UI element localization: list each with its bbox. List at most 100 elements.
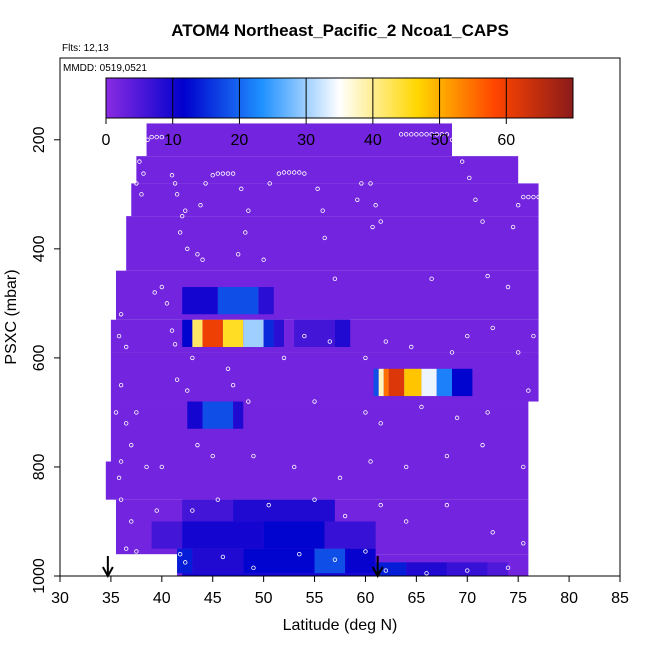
sample-point xyxy=(169,328,175,333)
sample-point xyxy=(312,497,317,502)
heatmap-cell xyxy=(334,319,351,347)
sample-point xyxy=(521,541,526,546)
sample-point xyxy=(116,475,122,481)
domain-cell xyxy=(116,270,539,320)
x-tick-label: 65 xyxy=(407,590,425,607)
colorbar-tick-label: 0 xyxy=(102,132,111,149)
sample-point xyxy=(485,410,490,415)
sample-point xyxy=(439,132,445,137)
sample-point xyxy=(429,276,434,282)
sample-point xyxy=(113,410,119,415)
sample-point xyxy=(137,159,142,164)
sample-point xyxy=(582,213,587,219)
sample-point xyxy=(239,186,244,192)
sample-point xyxy=(183,208,188,213)
sample-point xyxy=(480,219,485,224)
x-tick-label: 30 xyxy=(51,590,69,607)
domain-cell xyxy=(136,156,519,184)
sample-point xyxy=(145,137,150,142)
sample-point xyxy=(414,132,419,137)
sample-point xyxy=(378,421,383,426)
sample-point xyxy=(230,171,236,176)
sample-point xyxy=(373,203,378,208)
domain-cell xyxy=(110,352,539,402)
x-tick-label: 70 xyxy=(458,590,476,607)
sample-point xyxy=(315,186,320,192)
sample-point xyxy=(172,342,178,347)
sample-point xyxy=(183,560,188,565)
heatmap-cell xyxy=(233,401,244,429)
sample-point xyxy=(179,213,185,219)
sample-point xyxy=(473,197,478,202)
sample-point xyxy=(465,333,470,339)
sample-point xyxy=(332,557,338,562)
sample-point xyxy=(129,442,134,448)
heatmap-cell xyxy=(151,521,183,549)
heatmap-cell xyxy=(452,368,473,397)
sample-point xyxy=(251,565,256,571)
heatmap-cell xyxy=(324,521,376,549)
sample-point xyxy=(359,181,364,186)
heatmap-cell xyxy=(263,521,325,549)
sample-point xyxy=(159,134,165,140)
heatmap-cell xyxy=(375,562,407,576)
sample-point xyxy=(454,415,460,421)
sample-points xyxy=(113,132,587,576)
sample-point xyxy=(434,132,439,137)
y-tick-label: 1000 xyxy=(31,558,48,594)
heatmap-cell xyxy=(233,499,335,522)
sample-point xyxy=(261,257,266,262)
sample-point xyxy=(225,171,231,176)
sample-point xyxy=(424,132,429,137)
domain-cell xyxy=(105,461,529,500)
colorbar-ticks: 0 10 20 30 40 50 60 xyxy=(102,78,515,149)
sample-point xyxy=(215,497,221,502)
sample-point xyxy=(152,290,157,295)
sample-point xyxy=(363,549,368,554)
sample-point xyxy=(172,181,178,186)
sample-point xyxy=(169,173,175,178)
sample-point xyxy=(449,137,455,142)
sample-point xyxy=(322,235,327,241)
colorbar-tick-label: 50 xyxy=(431,132,449,149)
heatmap-cell xyxy=(273,319,284,347)
y-axis-label: PSXC (mbar) xyxy=(3,269,20,364)
sample-point xyxy=(536,410,541,415)
heatmap-cell xyxy=(182,573,376,576)
sample-point xyxy=(123,344,129,350)
heatmap-cell xyxy=(446,562,488,576)
sample-point xyxy=(230,382,236,388)
sample-point xyxy=(490,530,495,535)
domain-cell xyxy=(126,216,539,271)
sample-point xyxy=(210,173,215,178)
sample-point xyxy=(505,284,511,290)
sample-point xyxy=(129,519,134,524)
heatmap-cell xyxy=(187,401,203,429)
sample-point xyxy=(177,230,183,235)
heatmap-cell xyxy=(182,287,218,315)
sample-point xyxy=(398,132,404,137)
sample-point xyxy=(297,551,302,557)
sample-point xyxy=(490,325,495,331)
sample-point xyxy=(291,170,297,175)
heatmap-cell xyxy=(182,521,264,549)
sample-point xyxy=(449,350,455,355)
colorbar-tick-label: 30 xyxy=(297,132,315,149)
sample-point xyxy=(134,410,139,415)
sample-point xyxy=(467,175,472,181)
heatmap-cell xyxy=(383,368,389,397)
sample-point xyxy=(203,181,208,186)
colorbar xyxy=(105,77,574,119)
sample-point xyxy=(185,246,190,252)
sample-point xyxy=(235,252,241,257)
sample-point xyxy=(444,453,450,459)
sample-point xyxy=(276,171,282,176)
domain-cell xyxy=(131,183,539,217)
sample-point xyxy=(190,355,195,361)
dates-label: MMDD: 0519,0521 xyxy=(63,63,147,74)
sample-point xyxy=(291,464,297,470)
sample-point xyxy=(141,171,146,176)
sample-point xyxy=(116,333,122,339)
sample-point xyxy=(370,224,375,230)
